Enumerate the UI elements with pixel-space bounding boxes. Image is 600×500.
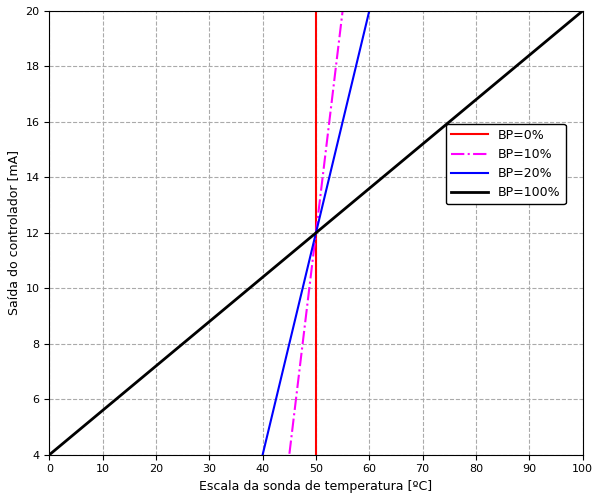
BP=20%: [259, 452, 266, 458]
BP=10%: [286, 451, 293, 457]
BP=20%: [336, 132, 343, 138]
BP=20%: [301, 276, 308, 282]
BP=100%: [291, 248, 298, 254]
BP=20%: [365, 8, 373, 14]
BP=20%: [272, 398, 279, 404]
BP=10%: [334, 46, 341, 52]
BP=100%: [563, 21, 571, 27]
BP=100%: [579, 8, 586, 14]
Line: BP=20%: BP=20%: [263, 12, 369, 454]
BP=10%: [289, 424, 296, 430]
BP=20%: [326, 172, 333, 178]
BP=100%: [563, 21, 571, 27]
BP=10%: [296, 368, 303, 374]
BP=10%: [288, 433, 295, 439]
BP=10%: [336, 31, 343, 37]
BP=100%: [466, 102, 473, 108]
BP=100%: [46, 452, 53, 458]
X-axis label: Escala da sonda de temperatura [ºC]: Escala da sonda de temperatura [ºC]: [199, 480, 433, 493]
BP=100%: [305, 236, 312, 242]
Y-axis label: Saída do controlador [mA]: Saída do controlador [mA]: [7, 150, 20, 316]
BP=10%: [339, 9, 346, 15]
BP=10%: [300, 333, 307, 339]
Line: BP=100%: BP=100%: [49, 11, 583, 455]
Line: BP=10%: BP=10%: [289, 12, 343, 454]
BP=20%: [294, 307, 301, 313]
Legend: BP=0%, BP=10%, BP=20%, BP=100%: BP=0%, BP=10%, BP=20%, BP=100%: [446, 124, 566, 204]
BP=20%: [337, 130, 344, 136]
BP=100%: [73, 429, 80, 435]
